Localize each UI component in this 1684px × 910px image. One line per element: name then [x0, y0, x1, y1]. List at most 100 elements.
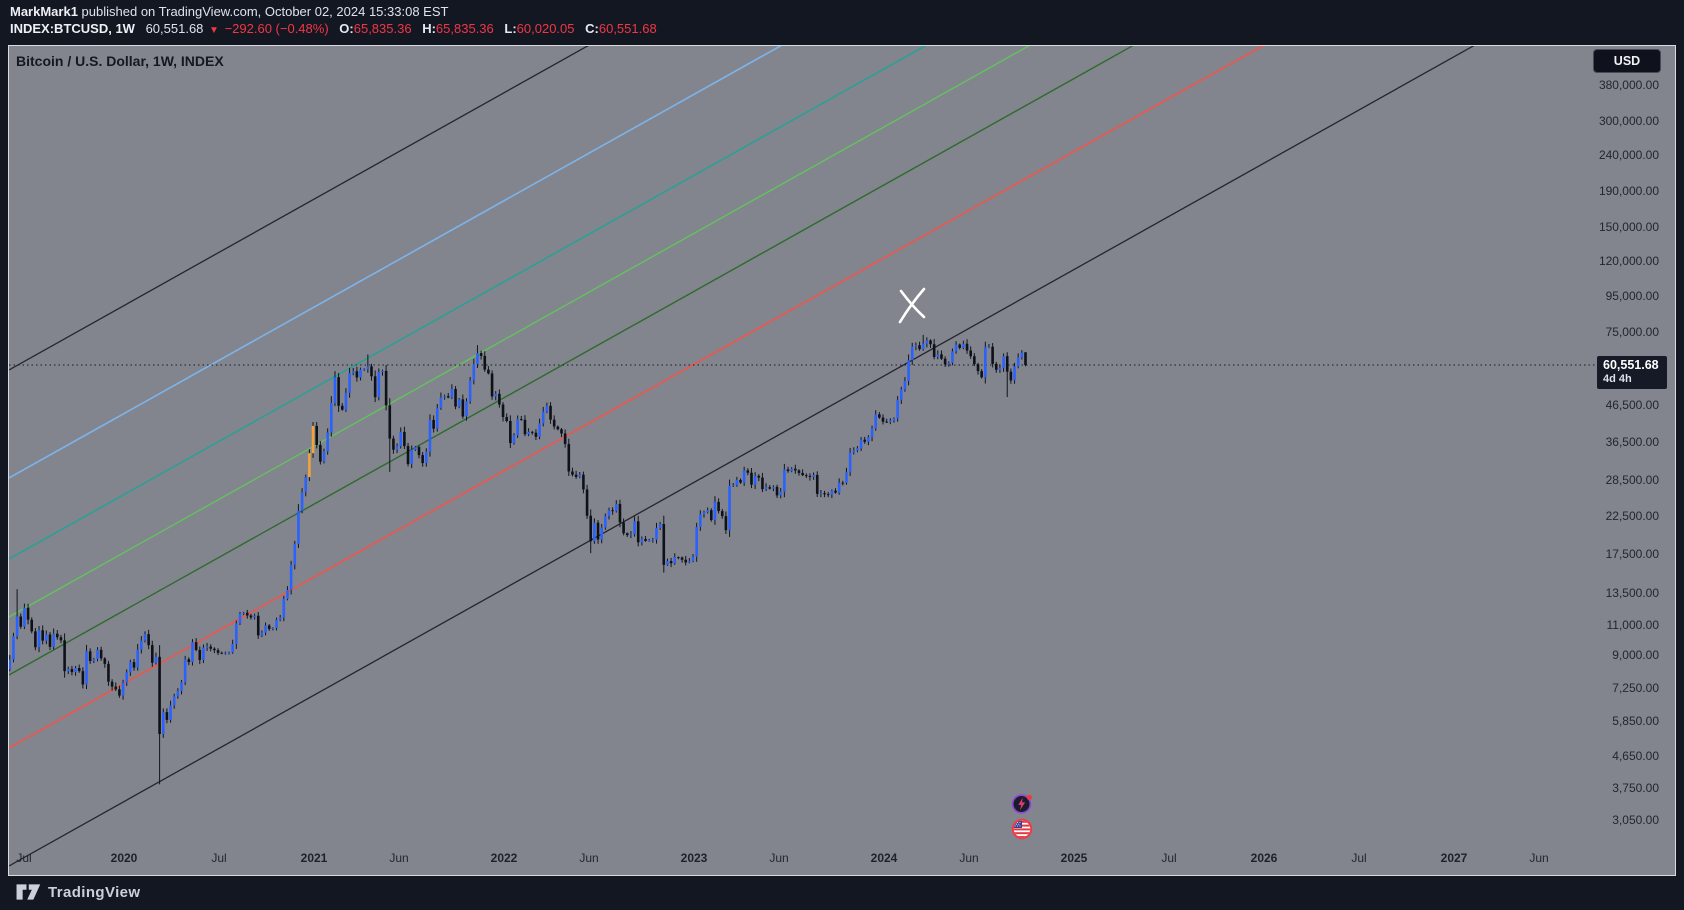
candle-body	[37, 630, 41, 648]
candle-body	[746, 470, 750, 473]
candle-body	[662, 524, 666, 565]
low-label: L:	[504, 21, 517, 36]
candle-body	[147, 634, 150, 646]
candle-body	[435, 408, 439, 429]
candle-body	[337, 377, 340, 406]
symbol-label[interactable]: INDEX:BTCUSD, 1W	[10, 21, 135, 36]
candle-body	[731, 485, 735, 487]
time-axis-year-label: 2020	[110, 851, 138, 865]
candle-body	[26, 607, 30, 620]
candle-body	[534, 432, 538, 437]
candle-body	[973, 356, 976, 365]
candle-body	[1002, 356, 1005, 369]
candle-body	[150, 645, 154, 663]
fib-channel-line-0236[interactable]	[9, 46, 1675, 479]
candle-body	[399, 431, 403, 447]
candle-body	[589, 515, 593, 542]
fib-channel-line-0618[interactable]	[9, 46, 1675, 676]
candle-body	[432, 419, 435, 429]
candle-body	[114, 686, 118, 690]
price-axis-label: 95,000.00	[1605, 289, 1659, 304]
candle-body	[414, 447, 417, 450]
candle-body	[633, 521, 636, 535]
candle-body	[209, 646, 213, 649]
x-mark-drawing[interactable]	[899, 289, 926, 319]
candle-body	[889, 420, 892, 423]
candle-body	[198, 649, 202, 660]
candle-body	[695, 527, 698, 557]
time-axis-month-label: Jun	[1529, 851, 1549, 865]
fib-channel-line-0382[interactable]	[9, 46, 1675, 560]
x-mark-drawing[interactable]	[898, 287, 926, 324]
candle-body	[910, 346, 914, 361]
candle-body	[976, 364, 980, 372]
candle-body	[245, 612, 249, 616]
time-axis-month-label: Jul	[16, 851, 32, 865]
fib-channel-line-05[interactable]	[9, 46, 1675, 618]
candle-body	[77, 668, 81, 672]
candle-body	[874, 414, 878, 429]
candle-body	[304, 477, 308, 493]
price-axis-label: 9,000.00	[1612, 648, 1659, 663]
fib-channel-line-0764[interactable]	[9, 46, 1675, 749]
candle-body	[308, 453, 311, 478]
candle-body	[107, 663, 110, 682]
time-axis-month-label: Jun	[579, 851, 599, 865]
candle-body	[523, 419, 527, 435]
candle-body	[852, 450, 856, 453]
high-label: H:	[422, 21, 436, 36]
candle-body	[892, 418, 896, 421]
candle-body	[169, 705, 172, 720]
candle-body	[640, 538, 644, 543]
candle-body	[286, 589, 289, 599]
candle-body	[520, 419, 523, 421]
candle-body	[815, 474, 819, 494]
candle-body	[242, 612, 245, 614]
price-axis-label: 36,500.00	[1605, 435, 1659, 450]
candle-body	[914, 345, 918, 347]
candle-body	[235, 623, 238, 644]
candlestick-chart-canvas[interactable]	[9, 46, 1675, 875]
candle-body	[998, 368, 1002, 370]
candle-body	[487, 369, 490, 374]
candle-body	[651, 539, 655, 541]
publish-header: MarkMark1 published on TradingView.com, …	[10, 3, 657, 39]
candle-body	[381, 370, 384, 372]
candle-body	[870, 428, 874, 438]
candle-body	[118, 689, 121, 696]
fib-channel-line-1[interactable]	[9, 46, 1675, 867]
candle-body	[585, 489, 589, 516]
candle-body	[859, 439, 863, 449]
candle-body	[140, 640, 143, 650]
lightning-sticker-icon[interactable]	[1011, 793, 1033, 815]
candle-body	[804, 475, 808, 477]
price-axis-label: 5,850.00	[1612, 713, 1659, 728]
candle-body	[951, 351, 954, 363]
candle-body	[143, 634, 147, 641]
candle-body	[556, 426, 560, 430]
candle-body	[129, 662, 132, 673]
candle-body	[1013, 366, 1016, 381]
us-flag-sticker-icon[interactable]	[1011, 818, 1033, 840]
candle-body	[322, 451, 326, 462]
candle-body	[768, 487, 772, 489]
candle-body	[260, 632, 264, 636]
tradingview-logo-text[interactable]: TradingView	[48, 883, 141, 901]
chart-area[interactable]: Bitcoin / U.S. Dollar, 1W, INDEX USD 380…	[8, 45, 1676, 876]
tradingview-logo-icon[interactable]	[15, 882, 41, 902]
price-axis-label: 46,500.00	[1605, 398, 1659, 413]
symbol-ohlc-line: INDEX:BTCUSD, 1W 60,551.68 ▼ −292.60 (−0…	[10, 20, 657, 39]
candle-body	[845, 472, 848, 483]
currency-toggle-button[interactable]: USD	[1593, 49, 1661, 73]
candle-body	[735, 479, 739, 486]
candle-body	[205, 646, 209, 648]
candle-body	[918, 345, 921, 350]
candle-body	[319, 445, 322, 462]
candle-body	[538, 423, 541, 437]
fib-channel-line-0[interactable]	[9, 46, 1675, 371]
candle-body	[59, 637, 63, 641]
candle-body	[509, 421, 512, 444]
candle-body	[943, 358, 947, 365]
candle-body	[370, 366, 373, 377]
candle-body	[604, 515, 607, 528]
